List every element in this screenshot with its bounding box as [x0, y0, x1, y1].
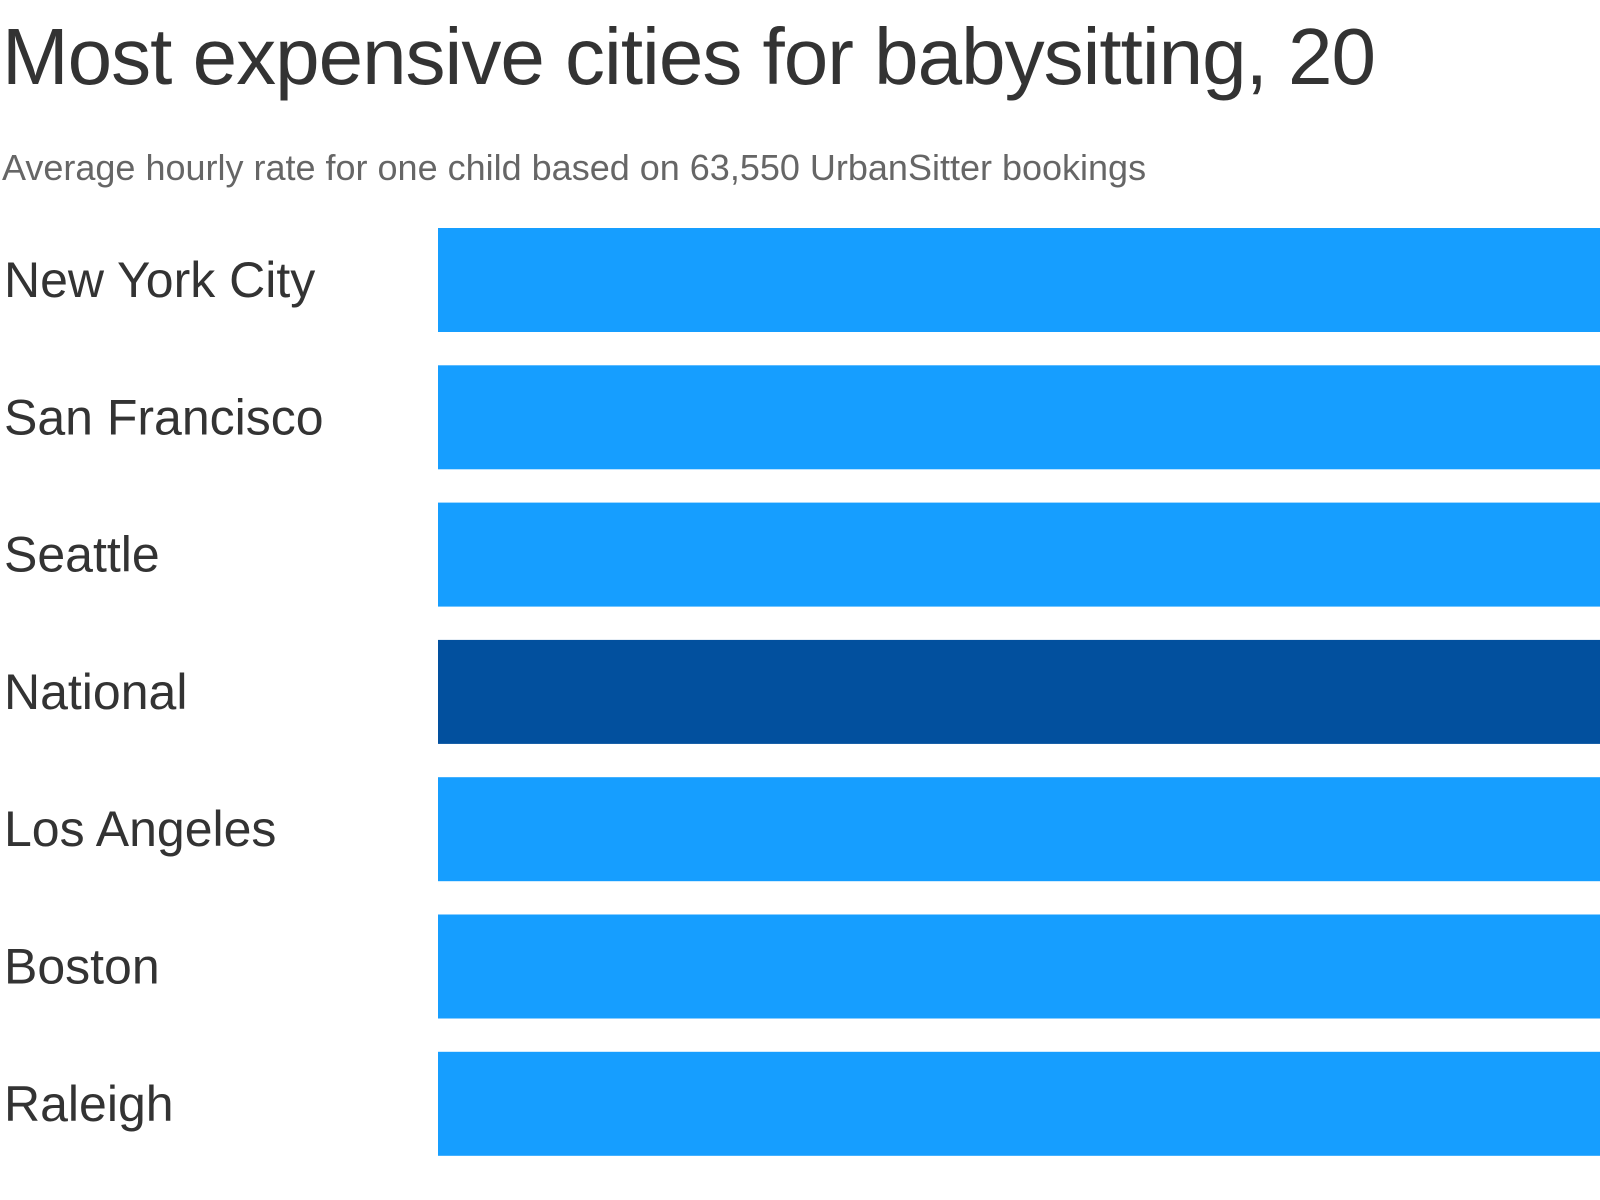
chart-title: Most expensive cities for babysitting, 2… — [2, 12, 1376, 101]
bar-national — [438, 639, 1600, 744]
bar-seattle — [438, 502, 1600, 607]
category-label-los-angeles: Los Angeles — [4, 801, 276, 857]
category-label-raleigh: Raleigh — [4, 1076, 174, 1132]
category-label-seattle: Seattle — [4, 527, 160, 583]
bar-raleigh — [438, 1051, 1600, 1156]
bar-san-francisco — [438, 365, 1600, 470]
bar-los-angeles — [438, 777, 1600, 882]
bars-group — [438, 228, 1600, 1156]
category-labels-group: New York City San Francisco Seattle Nationa… — [4, 252, 324, 1132]
chart-subtitle: Average hourly rate for one child based … — [2, 147, 1147, 188]
bar-new-york-city — [438, 228, 1600, 332]
category-label-boston: Boston — [4, 939, 160, 995]
category-label-san-francisco: San Francisco — [4, 389, 324, 445]
category-label-new-york-city: New York City — [4, 252, 315, 308]
category-label-national: National — [4, 664, 187, 720]
bar-boston — [438, 914, 1600, 1019]
